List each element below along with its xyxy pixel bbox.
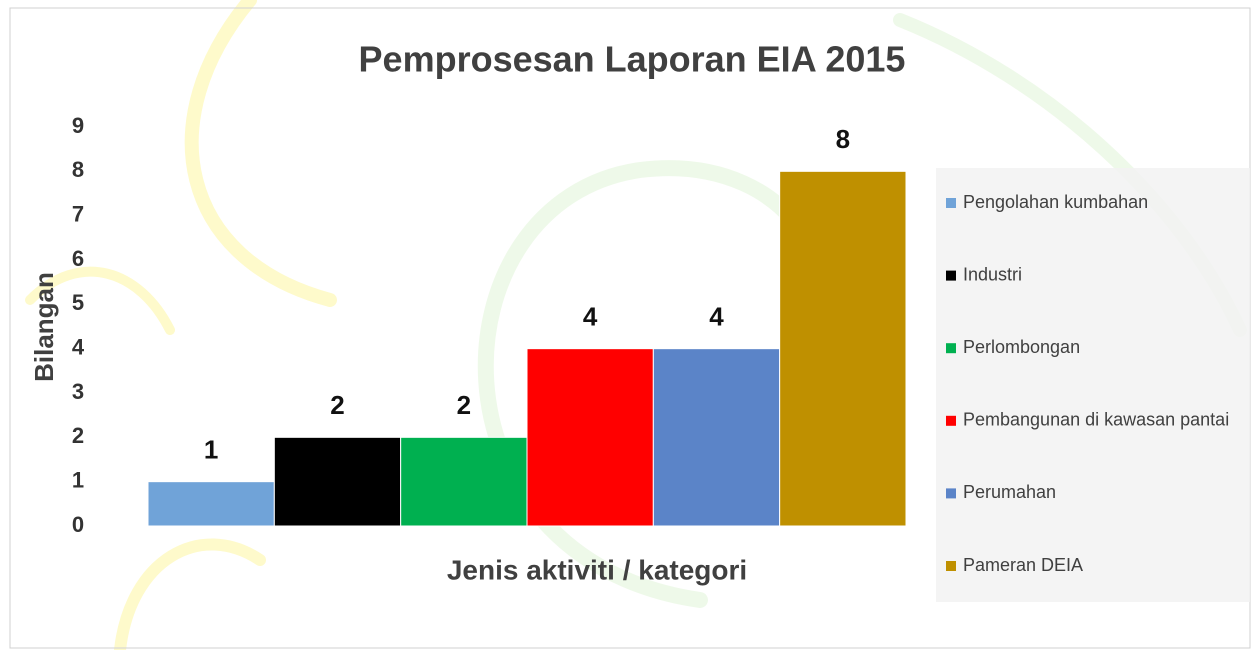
bar bbox=[527, 349, 653, 526]
legend-box bbox=[936, 168, 1250, 602]
y-tick-label: 7 bbox=[72, 201, 84, 226]
y-tick-label: 2 bbox=[72, 423, 84, 448]
legend-swatch bbox=[946, 416, 956, 426]
legend-label: Pameran DEIA bbox=[963, 555, 1083, 575]
legend-label: Industri bbox=[963, 264, 1022, 284]
y-tick-label: 6 bbox=[72, 246, 84, 271]
legend-label: Pembangunan di kawasan pantai bbox=[963, 410, 1229, 430]
bar bbox=[653, 349, 779, 526]
y-tick-label: 4 bbox=[72, 334, 85, 359]
x-axis-title: Jenis aktiviti / kategori bbox=[447, 554, 747, 585]
data-label: 2 bbox=[330, 390, 344, 420]
legend-label: Pengolahan kumbahan bbox=[963, 192, 1148, 212]
bar bbox=[274, 437, 400, 526]
y-tick-label: 8 bbox=[72, 157, 84, 182]
legend-swatch bbox=[946, 343, 956, 353]
bar bbox=[401, 437, 527, 526]
data-label: 8 bbox=[836, 124, 850, 154]
legend-swatch bbox=[946, 488, 956, 498]
chart: Pemprosesan Laporan EIA 2015 Jenis aktiv… bbox=[0, 0, 1253, 650]
bar bbox=[780, 171, 906, 526]
data-label: 4 bbox=[709, 302, 724, 332]
y-tick-label: 5 bbox=[72, 290, 84, 315]
y-tick-label: 3 bbox=[72, 379, 84, 404]
legend-label: Perumahan bbox=[963, 482, 1056, 502]
data-label: 4 bbox=[583, 302, 598, 332]
legend-label: Perlombongan bbox=[963, 337, 1080, 357]
legend-swatch bbox=[946, 198, 956, 208]
chart-title: Pemprosesan Laporan EIA 2015 bbox=[359, 39, 906, 80]
y-tick-label: 9 bbox=[72, 113, 84, 138]
y-tick-label: 1 bbox=[72, 467, 84, 492]
y-tick-label: 0 bbox=[72, 512, 84, 537]
bar bbox=[148, 482, 274, 526]
data-label: 2 bbox=[457, 390, 471, 420]
legend-swatch bbox=[946, 271, 956, 281]
legend-swatch bbox=[946, 561, 956, 571]
data-label: 1 bbox=[204, 435, 218, 465]
y-axis-title: Bilangan bbox=[29, 272, 59, 382]
